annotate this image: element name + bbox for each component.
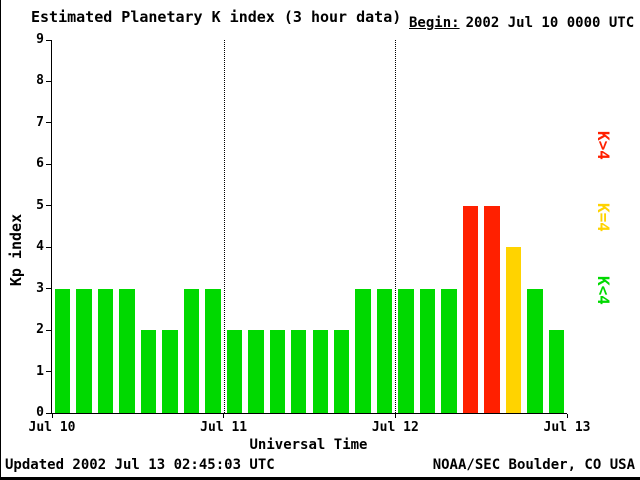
kp-bar (140, 330, 157, 413)
y-tick-label: 2 (36, 322, 44, 338)
updated-timestamp: Updated 2002 Jul 13 02:45:03 UTC (5, 457, 275, 473)
y-tick-mark (46, 80, 51, 82)
x-tick-label: Jul 10 (28, 420, 76, 435)
y-tick-mark (46, 288, 51, 290)
day-boundary-line (395, 40, 397, 413)
kp-bar (505, 247, 522, 413)
kp-bar (162, 330, 178, 413)
begin-value: 2002 Jul 10 0000 UTC (465, 15, 635, 31)
kp-bar (376, 288, 393, 413)
y-tick-label: 9 (36, 32, 44, 47)
kp-bar (333, 330, 350, 413)
y-tick-mark (46, 412, 51, 414)
kp-bar (55, 288, 71, 413)
kp-bar (398, 288, 414, 413)
begin-line: Begin: 2002 Jul 10 0000 UTC (409, 15, 634, 31)
kp-bar (419, 288, 436, 413)
y-tick-label: 3 (36, 280, 44, 296)
x-tick-mark (566, 414, 568, 418)
x-tick-mark (51, 414, 53, 418)
kp-bar (226, 330, 243, 413)
y-tick-mark (46, 371, 51, 373)
legend-k-lt-4: K<4 (594, 276, 613, 305)
x-tick-mark (394, 414, 396, 418)
day-boundary-line (223, 40, 225, 413)
begin-label: Begin: (409, 15, 460, 31)
kp-bar (312, 330, 328, 413)
kp-bar (248, 330, 264, 413)
kp-bar (97, 288, 114, 413)
kp-bar (205, 288, 221, 413)
y-tick-label: 4 (36, 239, 44, 255)
y-tick-mark (46, 246, 51, 248)
kp-bar (462, 205, 479, 413)
kp-bar (527, 288, 543, 413)
y-tick-label: 6 (36, 156, 44, 172)
y-tick-mark (46, 163, 51, 165)
kp-bar (269, 330, 286, 413)
kp-bar (291, 330, 307, 413)
y-tick-mark (46, 39, 51, 41)
y-tick-label: 8 (36, 73, 44, 89)
kp-bar (355, 288, 371, 413)
x-tick-mark (223, 414, 225, 418)
y-tick-label: 1 (36, 363, 44, 379)
y-tick-label: 5 (36, 197, 44, 213)
plot-area: 0 1 2 3 4 5 6 7 8 9 Jul 10 Jul 11 Jul 12 Jul 13 (29, 32, 591, 435)
y-tick-label: 7 (36, 114, 44, 130)
x-axis-label: Universal Time (249, 437, 368, 453)
legend-k-eq-4: K=4 (594, 203, 613, 232)
kp-bar (76, 288, 92, 413)
kp-bar (183, 288, 200, 413)
credit-text: NOAA/SEC Boulder, CO USA (432, 457, 635, 473)
y-tick-mark (46, 329, 51, 331)
y-tick-mark (46, 122, 51, 124)
chart-title: Estimated Planetary K index (3 hour data… (31, 8, 402, 26)
x-tick-label: Jul 12 (371, 420, 419, 435)
kp-bar (441, 288, 457, 413)
kp-bar (484, 205, 500, 413)
kp-bar (548, 330, 564, 413)
y-tick-mark (46, 205, 51, 207)
legend-k-gt-4: K>4 (594, 131, 613, 160)
x-tick-label: Jul 11 (200, 420, 248, 435)
y-tick-label: 0 (36, 405, 44, 420)
x-tick-label: Jul 13 (543, 420, 591, 435)
kp-bar (119, 288, 135, 413)
